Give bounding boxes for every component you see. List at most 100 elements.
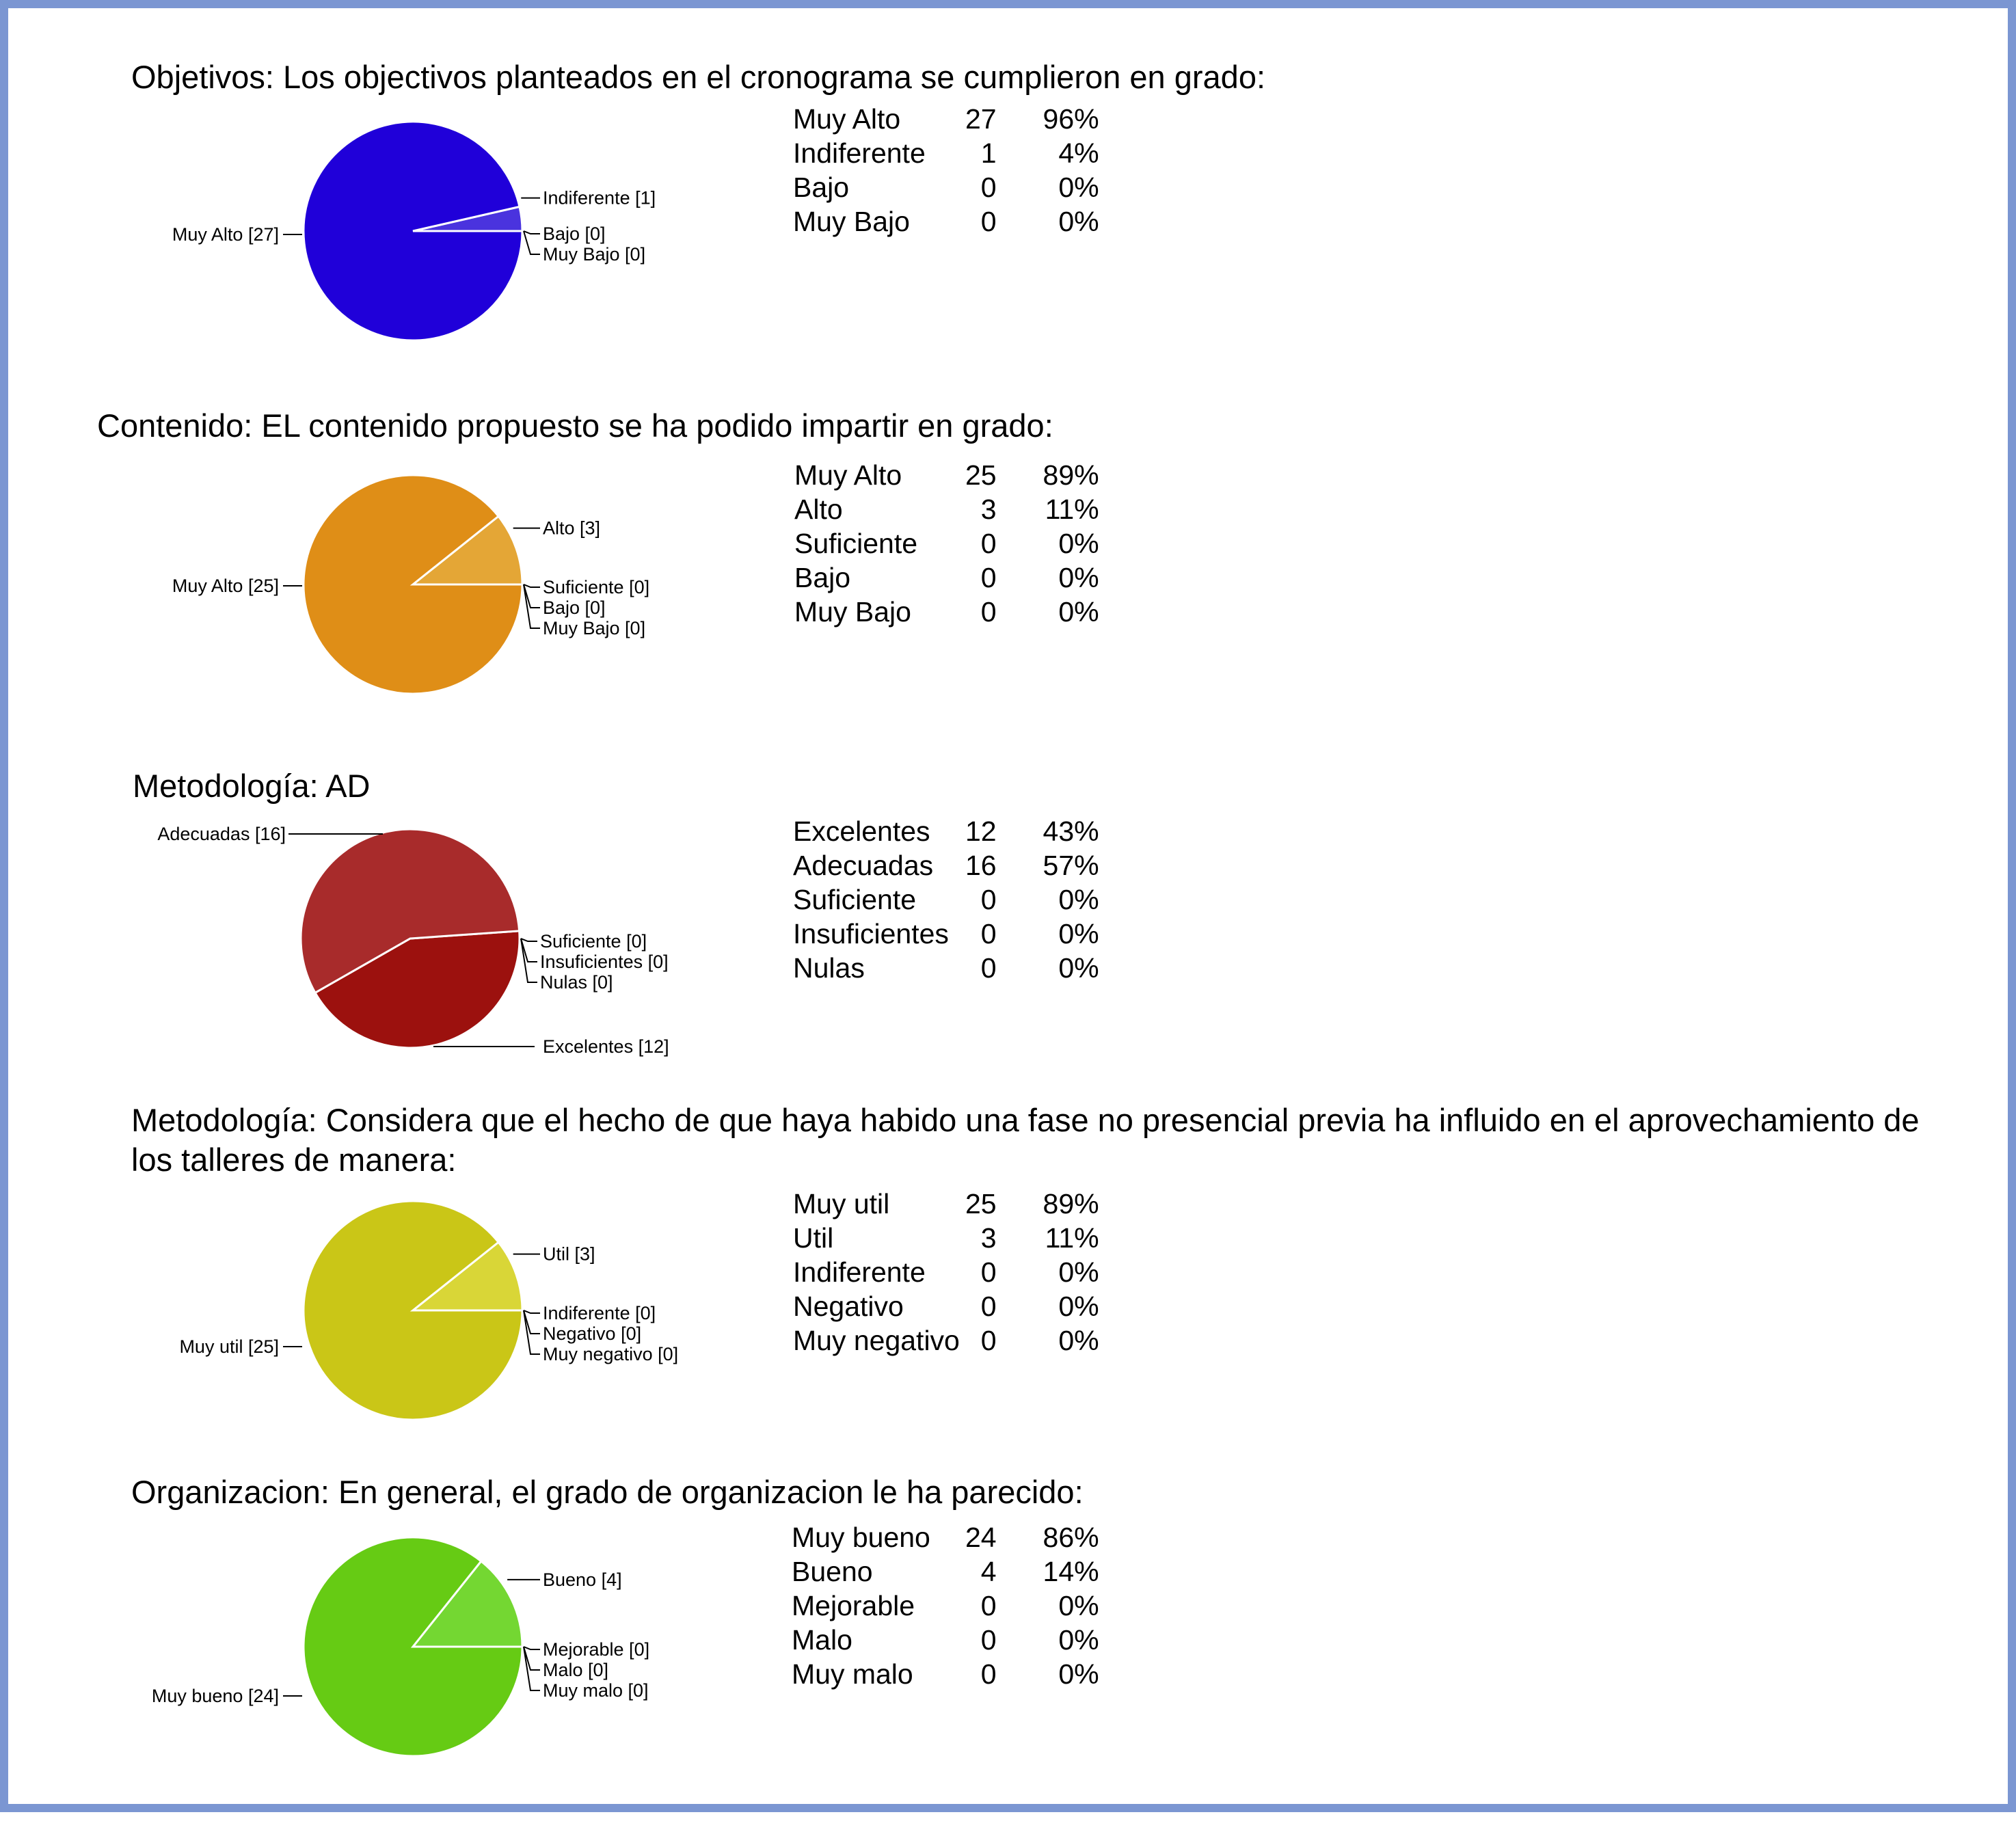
slice-label: Bueno [4] — [543, 1569, 622, 1590]
stats-category: Indiferente — [793, 137, 926, 169]
stats-table: Muy util 25 89% Util 3 11% Indiferente 0 0% Negat… — [793, 1187, 1099, 1358]
stats-percent: 89% — [1043, 1188, 1099, 1219]
slice-label: Muy util [25] — [179, 1336, 279, 1357]
slice-label: Bajo [0] — [543, 597, 606, 618]
stats-count: 0 — [980, 1325, 997, 1356]
stats-table: Muy Alto 27 96% Indiferente 1 4% Bajo 0 0% Muy Ba… — [793, 102, 1099, 239]
stats-count: 0 — [980, 172, 997, 203]
stats-category: Indiferente — [793, 1256, 926, 1288]
stats-row: Util 3 11% — [793, 1221, 1099, 1255]
pie-chart: Muy Alto [25] Alto [3] Suficiente [0]Bajo … — [172, 474, 649, 695]
slice-label: Muy malo [0] — [543, 1680, 649, 1701]
stats-percent: 0% — [1058, 1291, 1099, 1322]
stats-count: 0 — [980, 1590, 997, 1621]
pie-chart: Muy Alto [27] Indiferente [1] Bajo [0]Muy … — [172, 120, 656, 342]
stats-count: 0 — [980, 884, 997, 915]
slice-label: Muy Bajo [0] — [543, 618, 645, 638]
pie-chart: Muy bueno [24] Bueno [4] Mejorable [0]Malo… — [152, 1536, 649, 1757]
stats-row: Muy negativo 0 0% — [793, 1323, 1099, 1358]
stats-row: Muy Bajo 0 0% — [794, 595, 1099, 629]
stats-count: 3 — [980, 1222, 997, 1254]
leader-line — [523, 584, 540, 608]
stats-percent: 11% — [1045, 1222, 1099, 1254]
stats-row: Muy Bajo 0 0% — [793, 204, 1099, 239]
stats-percent: 0% — [1058, 596, 1099, 628]
stats-row: Suficiente 0 0% — [793, 882, 1099, 917]
pie-chart: Muy util [25] Util [3] Indiferente [0]Nega… — [179, 1200, 678, 1421]
pie-chart: Adecuadas [16] Excelentes [12] Suficiente … — [157, 824, 669, 1057]
stats-row: Mejorable 0 0% — [792, 1589, 1099, 1623]
pie-slice — [302, 474, 524, 695]
slice-label: Adecuadas [16] — [157, 824, 286, 844]
stats-table: Muy bueno 24 86% Bueno 4 14% Mejorable 0 0% Malo 0… — [792, 1520, 1099, 1691]
slice-label: Muy Alto [25] — [172, 576, 279, 596]
chart-title: Objetivos: Los objectivos planteados en … — [131, 59, 1266, 95]
stats-row: Adecuadas 16 57% — [793, 848, 1099, 882]
stats-row: Malo 0 0% — [792, 1623, 1099, 1657]
leader-line — [520, 938, 537, 983]
stats-percent: 0% — [1058, 1325, 1099, 1356]
stats-count: 0 — [980, 1624, 997, 1656]
stats-row: Indiferente 1 4% — [793, 136, 1099, 170]
leader-line — [523, 1646, 540, 1650]
pie-slice — [302, 1200, 524, 1421]
stats-category: Adecuadas — [793, 850, 934, 881]
stats-row: Bajo 0 0% — [793, 170, 1099, 204]
slice-label: Bajo [0] — [543, 224, 606, 244]
stats-category: Bueno — [792, 1556, 873, 1587]
slice-label: Alto [3] — [543, 518, 600, 539]
stats-category: Muy Bajo — [793, 206, 910, 237]
leader-line — [520, 938, 537, 942]
slice-label: Muy bueno [24] — [152, 1686, 279, 1706]
stats-percent: 0% — [1058, 206, 1099, 237]
stats-category: Insuficientes — [793, 918, 949, 949]
stats-count: 3 — [980, 494, 997, 525]
leader-line — [523, 1310, 540, 1314]
slice-label: Insuficientes [0] — [540, 952, 669, 972]
chart-title: Metodología: Considera que el hecho de q… — [131, 1102, 1920, 1178]
stats-count: 0 — [980, 1256, 997, 1288]
stats-row: Muy util 25 89% — [793, 1187, 1099, 1221]
stats-category: Muy Bajo — [794, 596, 911, 628]
stats-row: Nulas 0 0% — [793, 951, 1099, 985]
slice-label: Suficiente [0] — [540, 931, 647, 952]
stats-row: Suficiente 0 0% — [794, 526, 1099, 561]
stats-row: Muy Alto 25 89% — [794, 458, 1099, 492]
chart-title: Metodología: AD — [133, 768, 371, 804]
stats-count: 4 — [980, 1556, 997, 1587]
stats-row: Excelentes 12 43% — [793, 814, 1099, 848]
slice-label: Nulas [0] — [540, 972, 613, 993]
stats-count: 25 — [965, 459, 997, 491]
stats-category: Muy util — [793, 1188, 890, 1219]
stats-count: 24 — [965, 1522, 997, 1553]
stats-row: Muy Alto 27 96% — [793, 102, 1099, 136]
stats-percent: 89% — [1043, 459, 1099, 491]
pie-slice — [410, 1559, 524, 1648]
stats-count: 1 — [980, 137, 997, 169]
stats-category: Negativo — [793, 1291, 904, 1322]
leader-line — [523, 1646, 540, 1691]
pie-slice — [302, 120, 524, 342]
slice-label: Mejorable [0] — [543, 1639, 649, 1660]
stats-row: Alto 3 11% — [794, 492, 1099, 526]
stats-count: 0 — [980, 528, 997, 559]
stats-percent: 0% — [1058, 918, 1099, 949]
slice-label: Indiferente [0] — [543, 1303, 656, 1323]
stats-percent: 0% — [1058, 528, 1099, 559]
stats-percent: 0% — [1058, 1624, 1099, 1656]
stats-category: Muy Alto — [794, 459, 902, 491]
stats-category: Mejorable — [792, 1590, 915, 1621]
stats-percent: 0% — [1058, 1590, 1099, 1621]
stats-category: Muy negativo — [793, 1325, 960, 1356]
stats-table: Muy Alto 25 89% Alto 3 11% Suficiente 0 0% Bajo 0 0… — [794, 458, 1099, 629]
stats-percent: 4% — [1058, 137, 1099, 169]
stats-percent: 43% — [1043, 815, 1099, 847]
stats-category: Muy bueno — [792, 1522, 930, 1553]
stats-category: Muy malo — [792, 1658, 913, 1690]
stats-percent: 86% — [1043, 1522, 1099, 1553]
stats-percent: 0% — [1058, 952, 1099, 984]
slice-label: Muy Alto [27] — [172, 224, 279, 245]
leader-line — [520, 938, 537, 962]
stats-category: Malo — [792, 1624, 852, 1656]
slice-label: Negativo [0] — [543, 1323, 641, 1344]
